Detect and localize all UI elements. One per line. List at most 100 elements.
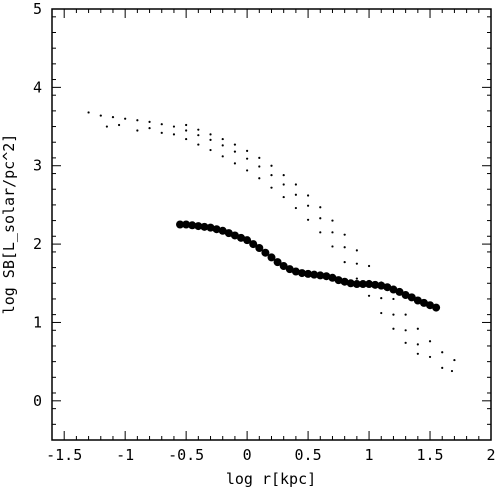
data-point-series-1 (352, 280, 361, 289)
data-point-series-1 (432, 303, 441, 312)
data-point-series-3 (160, 131, 163, 134)
data-point-series-2 (172, 125, 176, 128)
data-point-series-1 (377, 281, 386, 290)
data-point-series-1 (279, 262, 288, 271)
data-point-series-4 (441, 351, 444, 354)
data-point-series-1 (297, 269, 306, 278)
data-point-series-4 (392, 297, 395, 301)
data-point-series-1 (261, 248, 270, 257)
data-point-series-2 (148, 120, 151, 123)
data-point-series-2 (416, 343, 419, 346)
data-point-series-3 (306, 218, 310, 221)
data-point-series-1 (383, 283, 392, 292)
data-point-series-3 (172, 133, 176, 136)
data-point-series-4 (416, 327, 419, 330)
data-point-series-3 (246, 169, 249, 172)
data-point-series-4 (453, 358, 456, 362)
data-point-series-2 (282, 183, 285, 186)
data-point-series-1 (249, 240, 258, 249)
data-point-series-4 (258, 156, 261, 159)
data-point-series-4 (343, 233, 346, 236)
data-point-series-1 (426, 301, 435, 310)
data-point-series-4 (319, 206, 322, 209)
data-point-series-3 (331, 245, 334, 248)
data-point-series-1 (371, 280, 380, 289)
data-point-series-1 (328, 273, 337, 282)
x-tick-label: -1.5 (46, 446, 82, 464)
data-point-series-2 (441, 366, 444, 370)
tick-marks (51, 8, 492, 441)
data-point-series-1 (316, 271, 325, 280)
data-point-series-4 (428, 340, 432, 343)
data-point-series-1 (237, 233, 246, 242)
data-point-series-3 (221, 155, 224, 158)
data-point-series-2 (343, 246, 346, 249)
data-point-series-4 (380, 281, 383, 284)
data-point-series-2 (319, 217, 322, 220)
data-point-series-3 (282, 195, 285, 199)
data-point-series-1 (334, 276, 343, 285)
data-point-series-3 (380, 311, 383, 315)
data-point-series-2 (221, 144, 224, 147)
data-point-series-1 (230, 231, 239, 240)
x-tick-label: 1 (365, 446, 374, 464)
data-point-series-3 (197, 143, 200, 146)
data-point-series-3 (270, 186, 273, 189)
data-point-series-1 (194, 222, 203, 231)
data-point-series-2 (136, 119, 139, 122)
y-tick-label: 1 (33, 313, 42, 331)
data-point-series-3 (209, 148, 212, 152)
data-point-series-4 (233, 143, 237, 146)
data-point-series-2 (450, 369, 454, 373)
data-point-series-2 (331, 231, 334, 234)
data-point-series-2 (246, 157, 249, 160)
x-tick-label: -1 (116, 446, 134, 464)
data-point-series-4 (270, 164, 273, 167)
data-point-series-2 (392, 313, 395, 316)
data-point-series-1 (310, 270, 319, 279)
data-point-series-4 (294, 183, 297, 186)
data-point-series-2 (209, 138, 212, 141)
x-tick-label: 0.5 (295, 446, 322, 464)
data-point-series-3 (117, 123, 121, 127)
data-point-series-1 (340, 277, 349, 286)
data-point-series-1 (218, 226, 227, 235)
x-axis-label: log r[kpc] (226, 470, 316, 488)
data-point-series-3 (258, 177, 261, 180)
data-point-series-4 (367, 264, 371, 268)
data-point-series-3 (294, 206, 297, 210)
data-point-series-3 (105, 125, 108, 128)
data-point-series-2 (99, 114, 102, 117)
data-point-series-1 (285, 265, 294, 274)
data-point-series-1 (243, 236, 252, 245)
data-points (87, 111, 456, 373)
data-point-series-2 (404, 329, 407, 332)
data-point-series-2 (160, 123, 163, 126)
y-tick-label: 2 (33, 235, 42, 253)
data-point-series-3 (404, 341, 407, 344)
data-point-series-4 (331, 219, 334, 222)
data-point-series-4 (221, 137, 224, 141)
data-point-series-1 (401, 291, 410, 300)
data-point-series-4 (355, 249, 358, 252)
data-point-series-1 (419, 298, 428, 307)
data-point-series-3 (319, 231, 322, 234)
data-point-series-3 (392, 327, 395, 330)
data-point-series-2 (270, 174, 273, 177)
data-point-series-4 (209, 133, 212, 136)
data-point-series-3 (185, 137, 188, 141)
data-point-series-1 (365, 280, 374, 289)
data-point-series-1 (304, 269, 313, 278)
data-point-series-2 (306, 204, 310, 207)
data-point-series-3 (148, 127, 151, 130)
data-point-series-1 (322, 272, 331, 281)
data-point-series-2 (233, 150, 237, 153)
y-tick-labels: 0 1 2 3 4 5 (33, 0, 42, 410)
x-tick-labels: -1.5 -1 -0.5 0 0.5 1 1.5 2 (46, 446, 495, 464)
data-point-series-3 (136, 129, 139, 132)
x-tick-label: 0 (243, 446, 252, 464)
data-point-series-1 (224, 229, 233, 238)
data-point-series-2 (367, 279, 371, 283)
data-point-series-1 (389, 285, 398, 294)
